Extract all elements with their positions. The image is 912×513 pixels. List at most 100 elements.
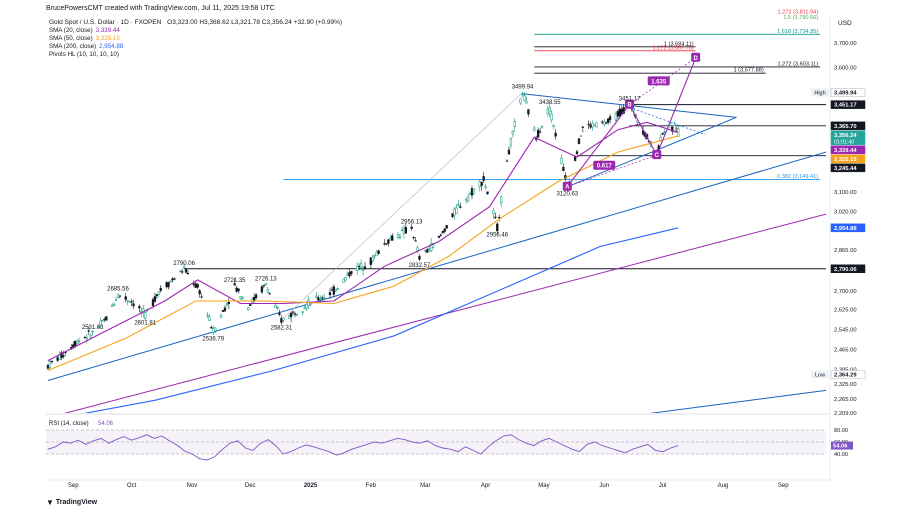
- candle: [581, 126, 585, 128]
- rsi-legend-label: RSI (14, close): [49, 421, 89, 427]
- rsi-level-label: 40.00: [834, 452, 848, 458]
- ratio-label: 1.635: [647, 76, 670, 86]
- sma-line: [83, 227, 679, 413]
- candle: [252, 297, 256, 301]
- candle: [62, 355, 65, 357]
- month-label: Sep: [68, 483, 79, 489]
- candle: [48, 361, 52, 368]
- candle: [342, 278, 345, 283]
- candle: [219, 315, 223, 318]
- candle: [165, 282, 168, 288]
- pattern-point-b: B: [625, 99, 635, 109]
- candle: [157, 291, 160, 295]
- candle: [173, 278, 176, 280]
- candle: [171, 278, 174, 281]
- month-label: Jun: [599, 483, 609, 489]
- price-tag-text: 3,499.94: [834, 91, 857, 97]
- candle: [579, 135, 583, 137]
- candle: [521, 93, 524, 96]
- indicator-2[interactable]: SMA (200, close) 2,954.88: [49, 43, 123, 50]
- candle: [254, 294, 258, 299]
- candle: [167, 282, 170, 288]
- indicator-1[interactable]: SMA (50, close) 3,325.15: [49, 35, 120, 42]
- candle: [441, 231, 444, 233]
- guide-line: [283, 92, 523, 319]
- candle: [513, 121, 516, 128]
- candle: [603, 121, 606, 125]
- price-tag-text: 3,356.24: [834, 133, 857, 139]
- candle: [527, 109, 530, 115]
- pivot-label: 2790.06: [173, 261, 195, 267]
- price-tick: 3,700.00: [834, 41, 857, 47]
- indicator-0[interactable]: SMA (20, close) 3,339.44: [49, 27, 120, 34]
- candle: [210, 327, 213, 329]
- ratio-box: [593, 160, 616, 170]
- trendline: [567, 116, 737, 188]
- price-tag-box: [830, 163, 866, 173]
- candle: [371, 256, 374, 262]
- candle: [132, 303, 135, 307]
- candle: [533, 127, 536, 131]
- trendline: [649, 389, 826, 413]
- candle: [659, 136, 662, 142]
- rsi-legend-value: 54.06: [98, 421, 114, 427]
- price-tag-text: 2,364.29: [834, 372, 857, 378]
- projection-dashes: [629, 107, 706, 136]
- indicator-3[interactable]: Pivots HL (10, 10, 10, 10): [49, 51, 119, 58]
- pivot-label: 2726.13: [255, 277, 277, 283]
- candle: [118, 295, 122, 297]
- pattern-point-a: A: [562, 181, 572, 191]
- candle: [661, 133, 664, 135]
- candle: [114, 299, 118, 301]
- candle: [385, 243, 388, 245]
- candle: [538, 131, 542, 133]
- candle: [346, 273, 349, 276]
- price-tag: 3,325.15: [830, 154, 866, 164]
- candle: [182, 266, 186, 269]
- price-tag: 2,790.06: [830, 264, 866, 274]
- candle: [317, 297, 320, 301]
- indicator-label: SMA (20, close): [49, 27, 93, 34]
- level-label: 1.272 (3,603.11): [778, 61, 819, 67]
- candle: [552, 124, 555, 127]
- candle: [620, 108, 623, 114]
- candle: [274, 304, 277, 308]
- candle: [179, 270, 182, 272]
- ohlc-values: O3,323.00 H3,368.62 L3,321.78 C3,356.24 …: [167, 19, 343, 26]
- candle: [377, 250, 380, 254]
- candle: [280, 318, 283, 323]
- candle: [332, 286, 336, 295]
- candle: [608, 116, 612, 120]
- candle: [247, 307, 250, 311]
- candle: [103, 319, 106, 321]
- month-label: Mar: [420, 483, 430, 489]
- price-tick: 2,465.00: [834, 347, 857, 353]
- pivot-label: 2721.35: [224, 278, 246, 284]
- price-tag-subtext: 01:01:40: [834, 139, 854, 145]
- price-pane: [46, 33, 826, 413]
- candle: [575, 151, 579, 155]
- candle: [97, 326, 100, 328]
- candle: [494, 216, 497, 219]
- pivot-label: 2582.31: [271, 325, 293, 331]
- ratio-label: 0.617: [593, 160, 616, 170]
- candle: [363, 266, 367, 269]
- candle: [412, 237, 415, 239]
- candle: [457, 204, 460, 206]
- month-label: Oct: [127, 483, 137, 489]
- candle: [554, 132, 557, 137]
- pattern-point-label: B: [627, 103, 632, 109]
- candle: [426, 249, 429, 253]
- candle: [155, 294, 159, 296]
- month-label: Feb: [366, 483, 377, 489]
- pattern-point-d: D: [691, 52, 701, 62]
- candle: [428, 248, 431, 250]
- candle: [101, 320, 104, 322]
- price-tag: 2,954.88: [830, 223, 866, 233]
- candle: [536, 129, 540, 138]
- pivot-label: 2685.56: [107, 287, 129, 293]
- level-label: 1.5 (3,790.66): [783, 15, 818, 21]
- candle: [74, 341, 77, 347]
